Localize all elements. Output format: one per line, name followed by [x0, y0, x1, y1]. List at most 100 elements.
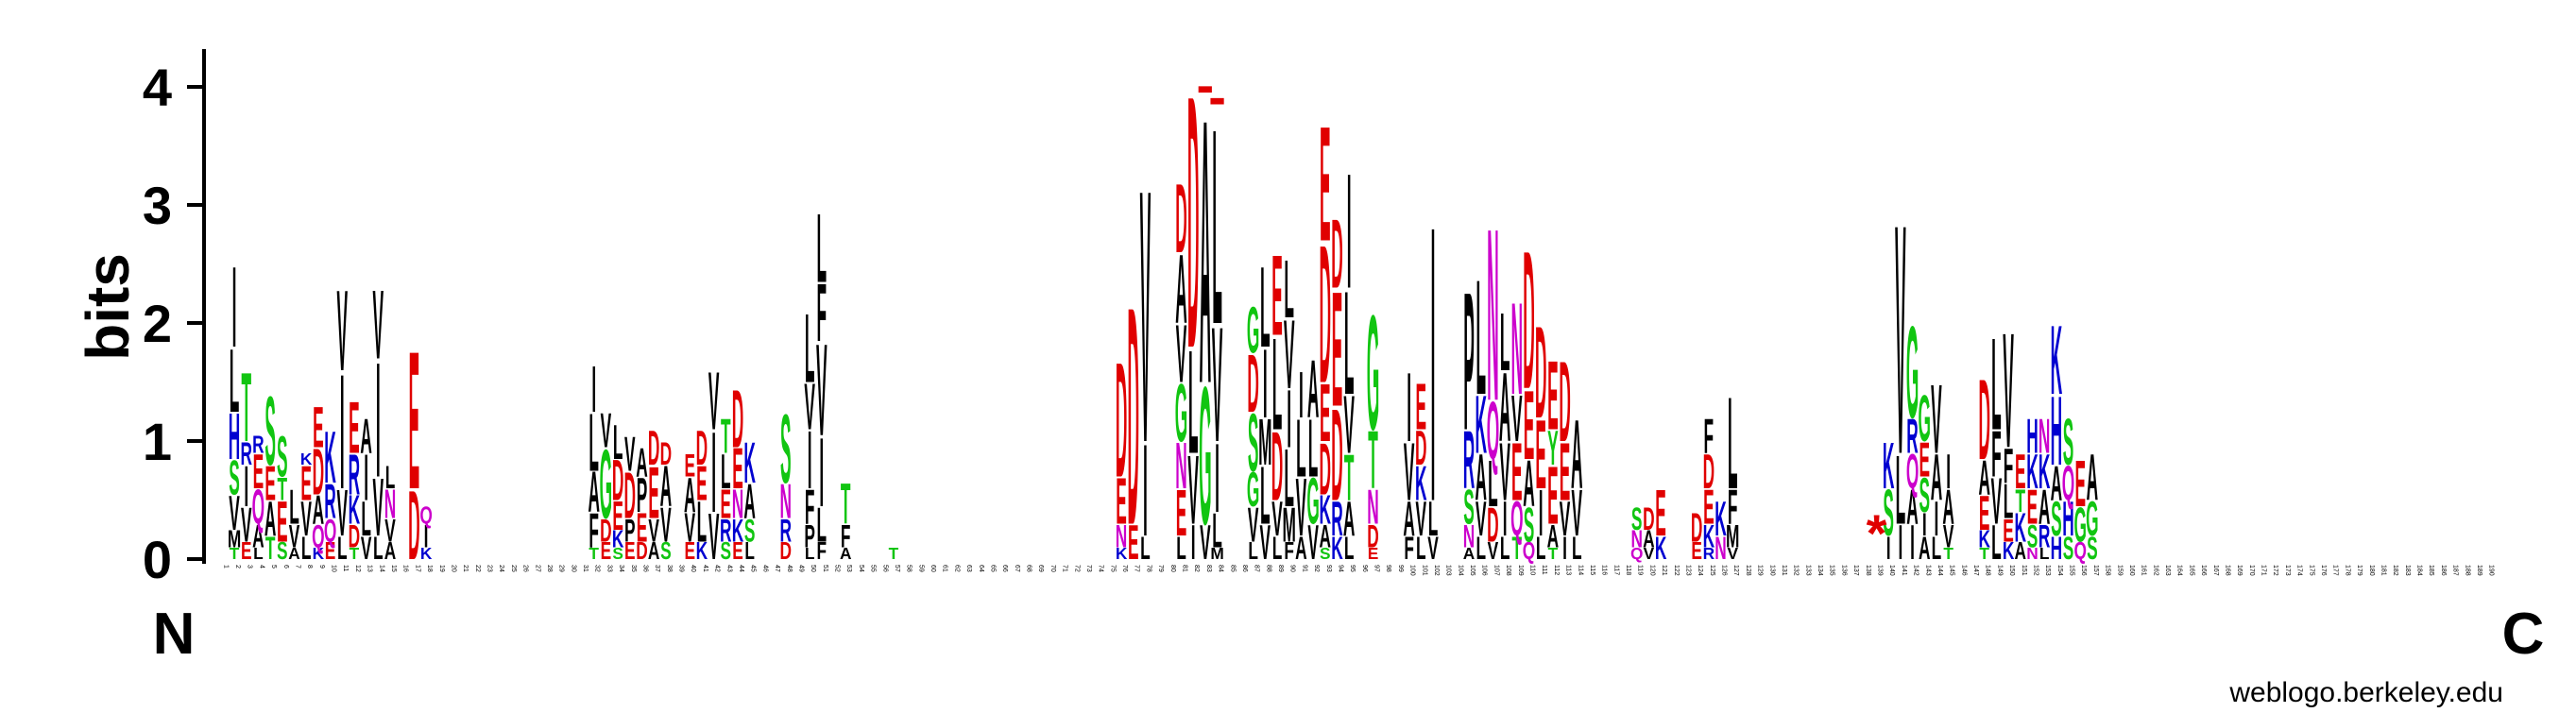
- residue-letter-E: E: [1979, 486, 1990, 541]
- logo-column: NK: [1714, 492, 1726, 566]
- residue-letter-K: K: [324, 416, 336, 498]
- residue-letter-A: A: [1978, 451, 1989, 506]
- position-label: 77: [1134, 565, 1140, 572]
- residue-letter-S: S: [1524, 499, 1535, 553]
- residue-letter-L: L: [1188, 319, 1199, 485]
- residue-letter-K: K: [1475, 380, 1486, 471]
- residue-letter-Q: Q: [1510, 492, 1523, 547]
- y-axis: 0 1 2 3 4: [143, 49, 206, 589]
- logo-column: VGA: [1199, 41, 1211, 570]
- residue-letter-E: E: [1320, 93, 1331, 276]
- residue-letter-A: A: [1200, 41, 1211, 462]
- residue-letter-K: K: [349, 486, 361, 533]
- residue-letter-F: F: [1284, 536, 1294, 564]
- residue-letter-A: A: [588, 462, 599, 525]
- position-label: 136: [1840, 565, 1847, 576]
- residue-letter-S: S: [660, 536, 672, 564]
- position-label: 143: [1924, 565, 1931, 576]
- position-label: 151: [2021, 565, 2027, 576]
- position-label: 120: [1648, 565, 1655, 576]
- residue-letter-I: I: [1299, 358, 1304, 432]
- residue-letter-L: L: [1272, 529, 1283, 566]
- residue-letter-G: G: [1247, 293, 1259, 366]
- position-label: 190: [2488, 565, 2495, 576]
- residue-letter-I: I: [376, 329, 381, 512]
- position-label: 21: [462, 565, 469, 572]
- position-label: 65: [989, 565, 996, 572]
- position-label: 2: [234, 565, 241, 569]
- residue-letter-K: K: [2003, 536, 2015, 564]
- residue-letter-D: D: [408, 469, 419, 580]
- position-label: 3: [247, 565, 253, 569]
- residue-letter-G: G: [2086, 492, 2098, 547]
- position-label: 86: [1241, 565, 1248, 572]
- residue-letter-N: N: [780, 475, 792, 530]
- position-label: 16: [402, 565, 409, 572]
- residue-letter-L: L: [1308, 403, 1319, 495]
- position-label: 164: [2176, 565, 2183, 576]
- position-label: 172: [2272, 565, 2278, 576]
- residue-letter-L: L: [1572, 529, 1582, 566]
- residue-letter-L: L: [721, 445, 731, 500]
- position-label: 111: [1541, 565, 1547, 575]
- residue-letter-L: L: [1260, 244, 1271, 372]
- residue-letter-V: V: [1343, 380, 1355, 471]
- position-label: 36: [641, 565, 648, 572]
- residue-letter-A: A: [648, 536, 660, 564]
- position-label: 63: [965, 565, 972, 572]
- c-terminus-label: C: [2502, 602, 2545, 667]
- residue-letter-D: D: [1703, 445, 1714, 500]
- residue-letter-K: K: [2039, 445, 2050, 500]
- residue-letter-A: A: [840, 544, 852, 563]
- residue-letter-L: L: [373, 529, 384, 566]
- position-label: 178: [2344, 565, 2350, 576]
- residue-letter-V: V: [373, 462, 384, 553]
- residue-letter-H: H: [2026, 410, 2038, 465]
- residue-letter-F: F: [2004, 439, 2014, 494]
- residue-letter-V: V: [684, 504, 695, 551]
- position-label: 37: [654, 565, 660, 572]
- residue-letter-V: V: [1404, 427, 1415, 518]
- residue-letter-M: M: [1258, 405, 1271, 479]
- position-label: 54: [858, 565, 864, 572]
- residue-letter-V: V: [1991, 464, 2003, 537]
- position-label: 188: [2464, 565, 2470, 576]
- position-label: 157: [2092, 565, 2099, 576]
- residue-letter-I: I: [340, 341, 345, 524]
- residue-letter-E: E: [684, 536, 695, 564]
- residue-letter-A: A: [384, 536, 397, 564]
- residue-letter-A: A: [1175, 233, 1186, 344]
- logo-column: SGA: [2086, 440, 2098, 566]
- position-label: 14: [378, 565, 384, 572]
- residue-letter-N: N: [2026, 544, 2038, 563]
- position-label: 189: [2476, 565, 2482, 576]
- logo-column: ISK: [1883, 429, 1895, 567]
- position-label: 32: [594, 565, 601, 572]
- residue-letter-A: A: [1643, 525, 1655, 552]
- position-label: 121: [1661, 565, 1667, 576]
- position-label: 8: [306, 565, 313, 569]
- residue-letter-A: A: [1320, 518, 1332, 554]
- residue-letter-Q: Q: [252, 481, 264, 535]
- residue-letter-F: F: [841, 518, 851, 554]
- residue-letter-A: A: [264, 492, 276, 547]
- residue-letter-M: M: [1210, 544, 1223, 563]
- residue-letter-D: D: [732, 374, 743, 466]
- position-label: 82: [1193, 565, 1200, 572]
- residue-letter-E: E: [1691, 536, 1702, 564]
- position-label: 148: [1985, 565, 1991, 576]
- position-label: 55: [870, 565, 877, 572]
- residue-letter-F: F: [1991, 416, 2002, 490]
- residue-letter-Q: Q: [324, 512, 336, 549]
